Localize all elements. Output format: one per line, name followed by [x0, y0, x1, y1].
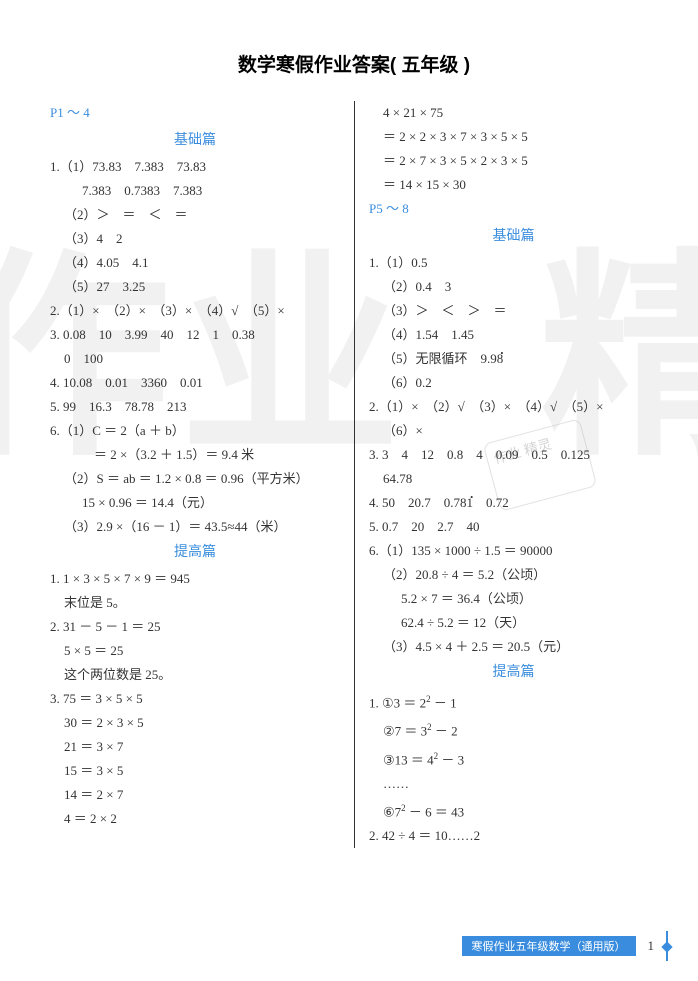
footer-marker-icon	[666, 931, 668, 961]
page-number: 1	[642, 938, 661, 954]
page-reference: P1 ～ 4	[50, 101, 340, 125]
answer-line: （2）S ＝ ab ＝ 1.2 × 0.8 ＝ 0.96（平方米）	[50, 467, 340, 491]
answer-line: 2.（1）× （2）× （3）× （4）√ （5）×	[50, 299, 340, 323]
answer-line: （6）×	[369, 419, 658, 443]
answer-line: （3）＞ ＜ ＞ ＝	[369, 299, 658, 323]
left-column: P1 ～ 4 基础篇 1.（1）73.83 7.383 73.83 7.383 …	[50, 101, 354, 848]
page-title: 数学寒假作业答案( 五年级 )	[50, 50, 658, 77]
footer-label: 寒假作业五年级数学（通用版）	[462, 936, 636, 956]
right-column: 4 × 21 × 75 ＝ 2 × 2 × 3 × 7 × 3 × 5 × 5 …	[354, 101, 658, 848]
answer-line: 2.（1）× （2）√ （3）× （4）√ （5）×	[369, 395, 658, 419]
answer-line: 这个两位数是 25。	[50, 663, 340, 687]
answer-line: 1.（1）73.83 7.383 73.83	[50, 155, 340, 179]
answer-line: 3. 0.08 10 3.99 40 12 1 0.38	[50, 323, 340, 347]
section-heading: 基础篇	[50, 129, 340, 153]
answer-line: （4）1.54 1.45	[369, 323, 658, 347]
answer-line: 2. 42 ÷ 4 ＝ 10……2	[369, 824, 658, 848]
answer-line: ＝ 2 × 7 × 3 × 5 × 2 × 3 × 5	[369, 149, 658, 173]
answer-line: ＝ 2 × 2 × 3 × 7 × 3 × 5 × 5	[369, 125, 658, 149]
answer-line: （2）20.8 ÷ 4 ＝ 5.2（公顷）	[369, 563, 658, 587]
answer-line: 4 × 21 × 75	[369, 101, 658, 125]
answer-line: 3. 75 ＝ 3 × 5 × 5	[50, 687, 340, 711]
answer-line: 4. 50 20.7 0.781 0.72	[369, 491, 658, 515]
answer-line: （3）4 2	[50, 227, 340, 251]
answer-line: 30 ＝ 2 × 3 × 5	[50, 711, 340, 735]
answer-line: （6）0.2	[369, 371, 658, 395]
answer-line: 6.（1）135 × 1000 ÷ 1.5 ＝ 90000	[369, 539, 658, 563]
answer-line: （3）2.9 ×（16 － 1）＝ 43.5≈44（米）	[50, 515, 340, 539]
answer-line: 5. 0.7 20 2.7 40	[369, 515, 658, 539]
answer-line: ＝ 14 × 15 × 30	[369, 173, 658, 197]
answer-line: 5. 99 16.3 78.78 213	[50, 395, 340, 419]
answer-line: 3. 3 4 12 0.8 4 0.09 0.5 0.125	[369, 443, 658, 467]
answer-line: 14 ＝ 2 × 7	[50, 783, 340, 807]
answer-line: ②7 ＝ 32 － 2	[369, 715, 658, 743]
section-heading: 提高篇	[369, 661, 658, 685]
answer-line: 末位是 5。	[50, 591, 340, 615]
answer-line: 1. 1 × 3 × 5 × 7 × 9 ＝ 945	[50, 567, 340, 591]
page-reference: P5 ～ 8	[369, 197, 658, 221]
answer-line: （2）0.4 3	[369, 275, 658, 299]
answer-line: 62.4 ÷ 5.2 ＝ 12（天）	[369, 611, 658, 635]
section-heading: 提高篇	[50, 541, 340, 565]
answer-line: 21 ＝ 3 × 7	[50, 735, 340, 759]
answer-line: 1.（1）0.5	[369, 251, 658, 275]
answer-line: 15 ＝ 3 × 5	[50, 759, 340, 783]
answer-line: 5 × 5 ＝ 25	[50, 639, 340, 663]
answer-line: 4. 10.08 0.01 3360 0.01	[50, 371, 340, 395]
answer-line: ③13 ＝ 42 － 3	[369, 744, 658, 772]
answer-line: （3）4.5 × 4 ＋ 2.5 ＝ 20.5（元）	[369, 635, 658, 659]
answer-line: （5）27 3.25	[50, 275, 340, 299]
page-footer: 寒假作业五年级数学（通用版） 1	[462, 931, 669, 961]
answer-line: 0 100	[50, 347, 340, 371]
answer-line: （5）无限循环 9.98	[369, 347, 658, 371]
two-column-layout: P1 ～ 4 基础篇 1.（1）73.83 7.383 73.83 7.383 …	[50, 101, 658, 848]
answer-line: 7.383 0.7383 7.383	[50, 179, 340, 203]
answer-line: ……	[369, 772, 658, 796]
page-container: 数学寒假作业答案( 五年级 ) P1 ～ 4 基础篇 1.（1）73.83 7.…	[0, 0, 698, 878]
answer-line: ⑥72 － 6 ＝ 43	[369, 796, 658, 824]
answer-line: 64.78	[369, 467, 658, 491]
answer-line: （4）4.05 4.1	[50, 251, 340, 275]
answer-line: 2. 31 － 5 － 1 ＝ 25	[50, 615, 340, 639]
answer-line: 1. ①3 ＝ 22 － 1	[369, 687, 658, 715]
answer-line: ＝ 2 ×（3.2 ＋ 1.5）＝ 9.4 米	[50, 443, 340, 467]
answer-line: 5.2 × 7 ＝ 36.4（公顷）	[369, 587, 658, 611]
section-heading: 基础篇	[369, 225, 658, 249]
answer-line: （2）＞ ＝ ＜ ＝	[50, 203, 340, 227]
answer-line: 15 × 0.96 ＝ 14.4（元）	[50, 491, 340, 515]
answer-line: 4 ＝ 2 × 2	[50, 807, 340, 831]
answer-line: 6.（1）C ＝ 2（a ＋ b）	[50, 419, 340, 443]
